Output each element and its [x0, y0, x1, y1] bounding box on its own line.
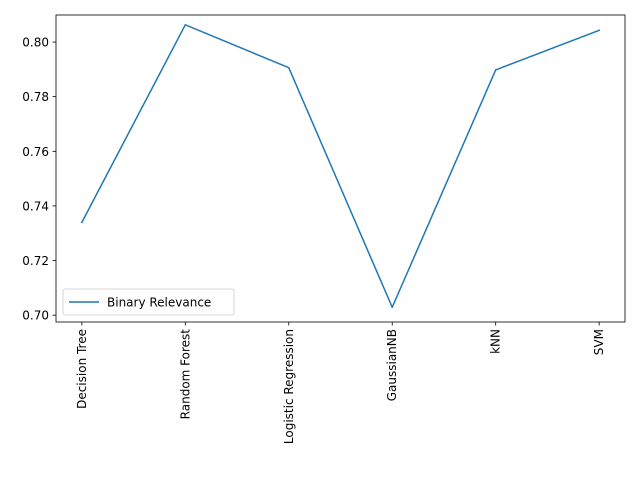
ticks-layer: 0.70 0.72 0.74 0.76 0.78 0.80 Decision Tree Ran… [22, 36, 606, 445]
y-tick-label: 0.74 [22, 199, 49, 213]
x-tick-label: kNN [489, 329, 503, 354]
y-tick-label: 0.80 [22, 36, 49, 50]
data-point [391, 306, 393, 309]
data-point [184, 24, 187, 26]
y-tick-label: 0.78 [22, 90, 49, 104]
data-point [494, 69, 497, 71]
x-tick-label: GaussianNB [385, 329, 399, 401]
x-tick-label: Decision Tree [75, 329, 89, 409]
data-point [598, 29, 600, 32]
legend: Binary Relevance [62, 288, 235, 316]
x-tick-label: Random Forest [178, 329, 192, 420]
y-tick-label: 0.70 [22, 309, 49, 323]
data-point [81, 221, 83, 224]
legend-label: Binary Relevance [107, 296, 211, 310]
legend-box [62, 288, 235, 316]
y-tick-label: 0.76 [22, 145, 49, 159]
x-tick-label: Logistic Regression [282, 329, 296, 444]
data-point [288, 66, 290, 69]
x-tick-label: SVM [592, 329, 606, 355]
axes-frame [55, 14, 626, 323]
series-line [80, 24, 601, 308]
y-tick-label: 0.72 [22, 254, 49, 268]
series-layer [80, 24, 601, 309]
